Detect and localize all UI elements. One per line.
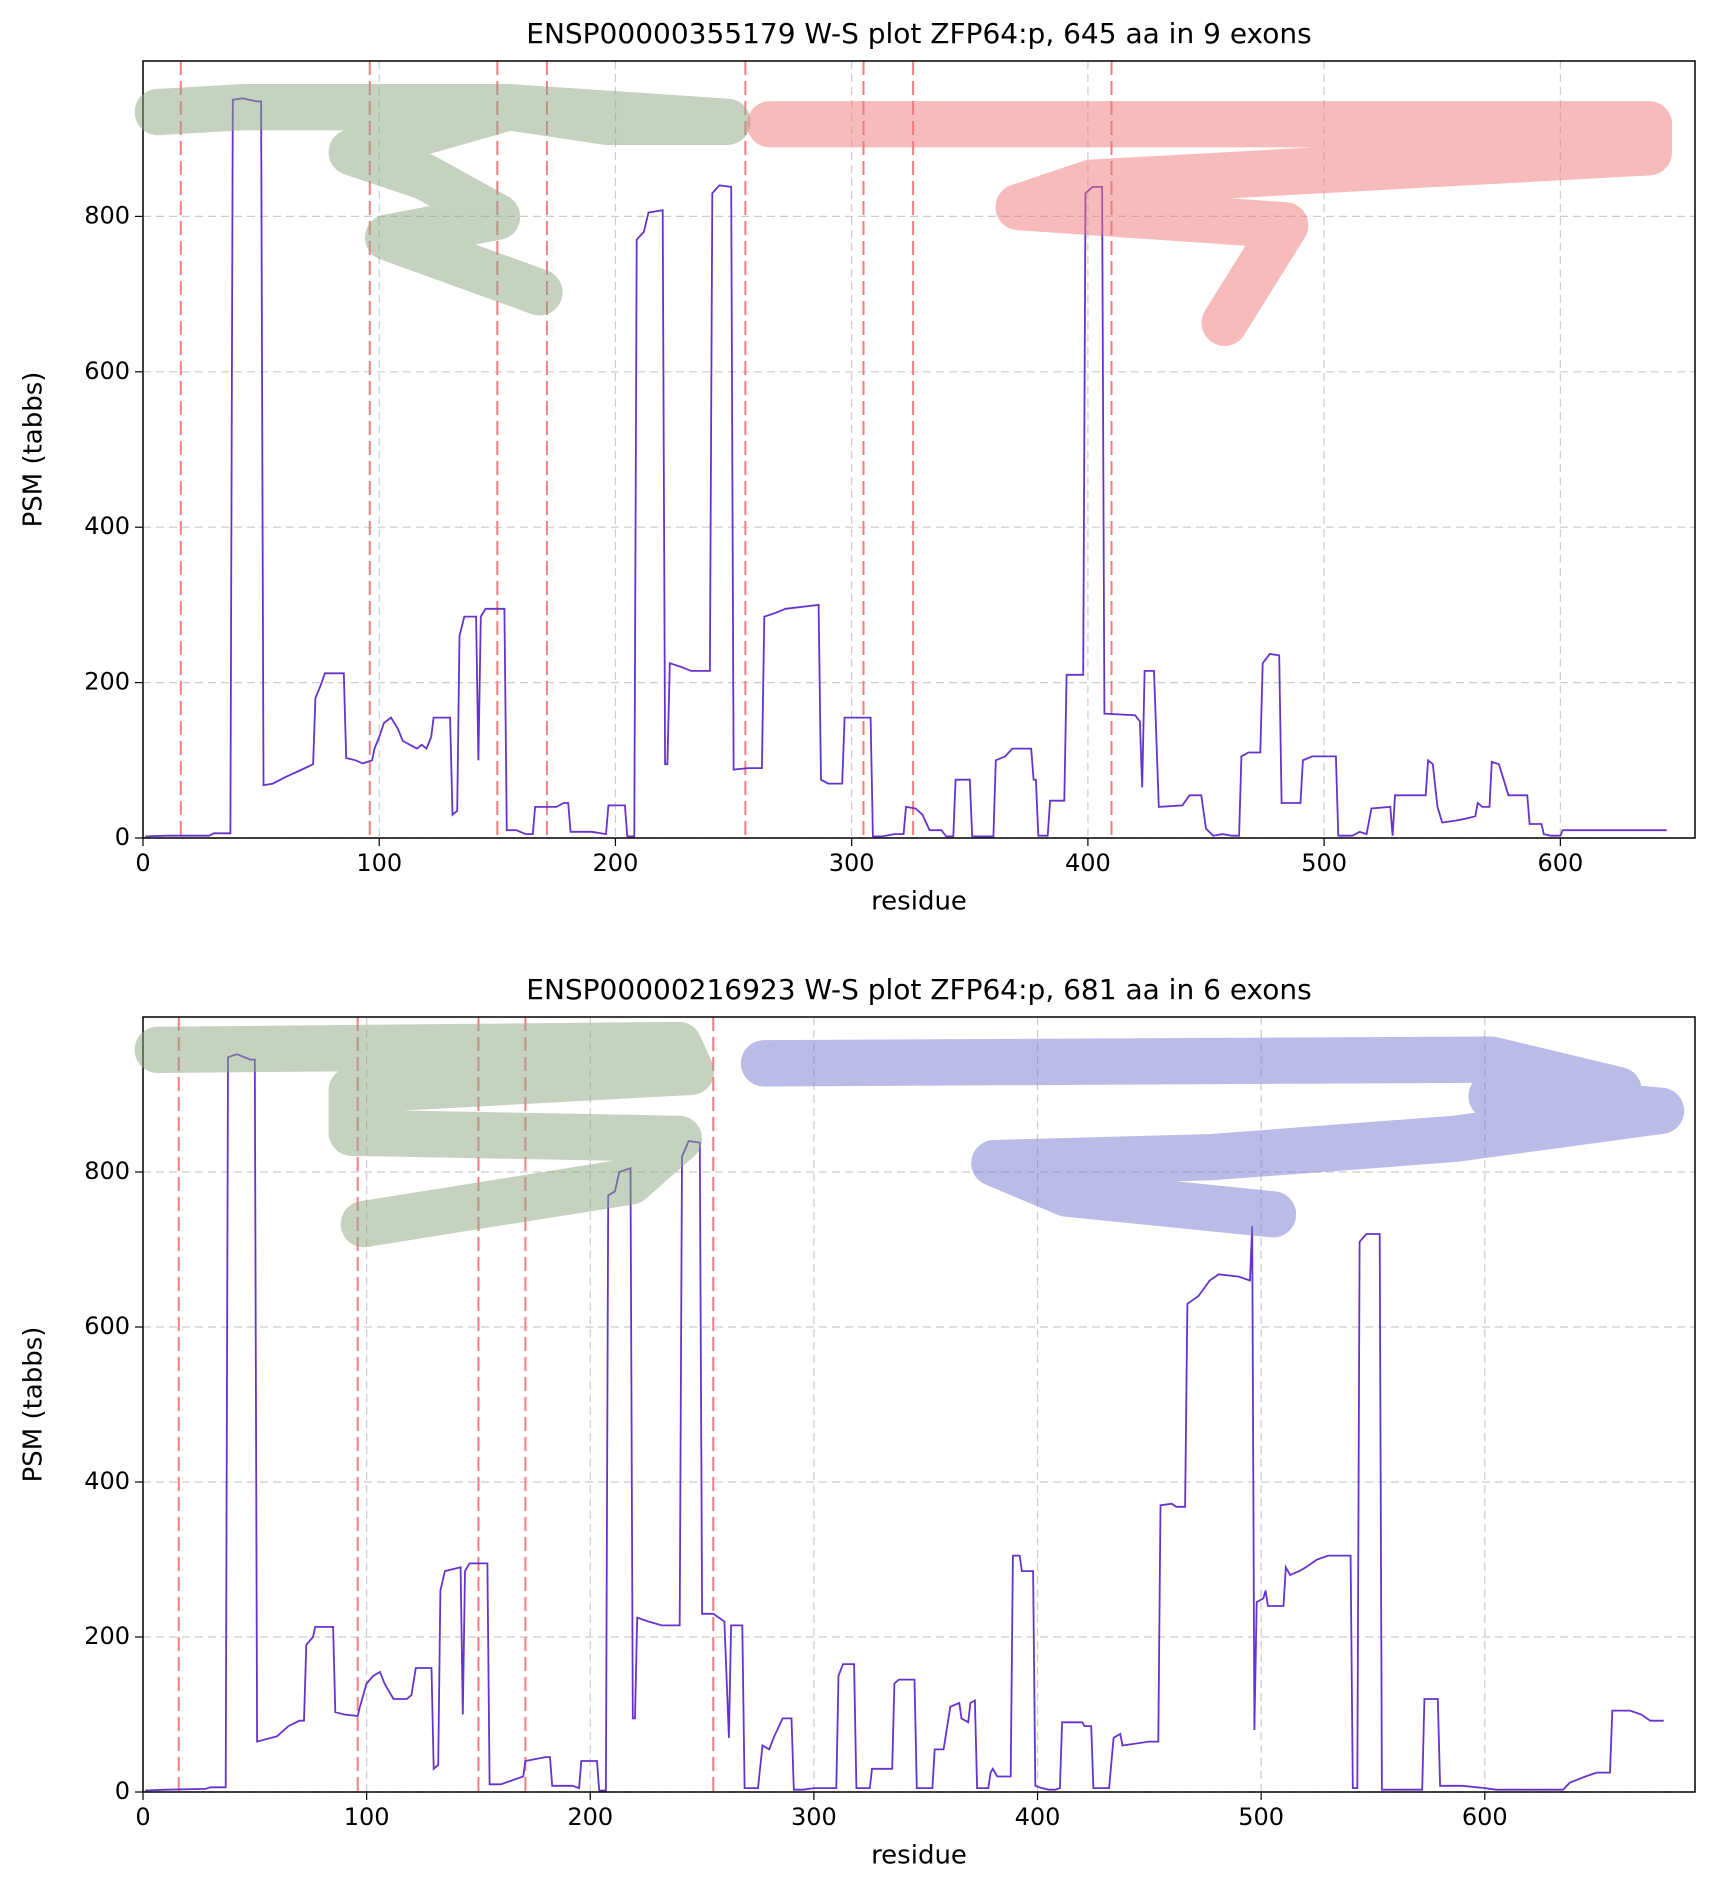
x-tick-label: 600 [1462,1803,1508,1831]
highlight-scribble [746,101,1673,346]
y-tick-label: 800 [84,1157,130,1185]
y-tick-label: 200 [84,668,130,696]
highlight-scribble [740,1036,1685,1238]
x-tick-label: 100 [356,849,402,877]
chart-title: ENSP00000216923 W-S plot ZFP64:p, 681 aa… [526,973,1311,1006]
y-tick-label: 800 [84,201,130,229]
highlight-scribble [134,84,751,316]
x-tick-label: 200 [593,849,639,877]
highlight-scribble [134,1021,715,1248]
x-tick-label: 600 [1537,849,1583,877]
x-tick-label: 100 [344,1803,390,1831]
x-tick-label: 400 [1065,849,1111,877]
x-axis-label: residue [871,887,967,917]
x-tick-label: 200 [567,1803,613,1831]
x-tick-label: 500 [1301,849,1347,877]
data-line [145,1053,1664,1792]
y-axis-label: PSM (tabbs) [19,372,49,528]
x-tick-label: 400 [1015,1803,1061,1831]
x-axis-label: residue [871,1841,967,1871]
y-tick-label: 400 [84,512,130,540]
annotations [134,84,1685,1248]
y-tick-label: 0 [115,823,130,851]
x-tick-label: 0 [135,849,150,877]
y-tick-label: 600 [84,1312,130,1340]
data-line [145,97,1667,838]
plot-frame [142,1016,1696,1793]
x-tick-label: 300 [829,849,875,877]
y-tick-label: 600 [84,357,130,385]
x-tick-label: 0 [135,1803,150,1831]
y-tick-label: 200 [84,1622,130,1650]
series [145,61,1667,838]
x-tick-label: 500 [1238,1803,1284,1831]
y-axis-label: PSM (tabbs) [19,1327,49,1483]
y-tick-label: 0 [115,1777,130,1805]
y-tick-label: 400 [84,1467,130,1495]
chart-title: ENSP00000355179 W-S plot ZFP64:p, 645 aa… [526,17,1311,50]
plot-frame [142,60,1696,839]
x-tick-label: 300 [791,1803,837,1831]
